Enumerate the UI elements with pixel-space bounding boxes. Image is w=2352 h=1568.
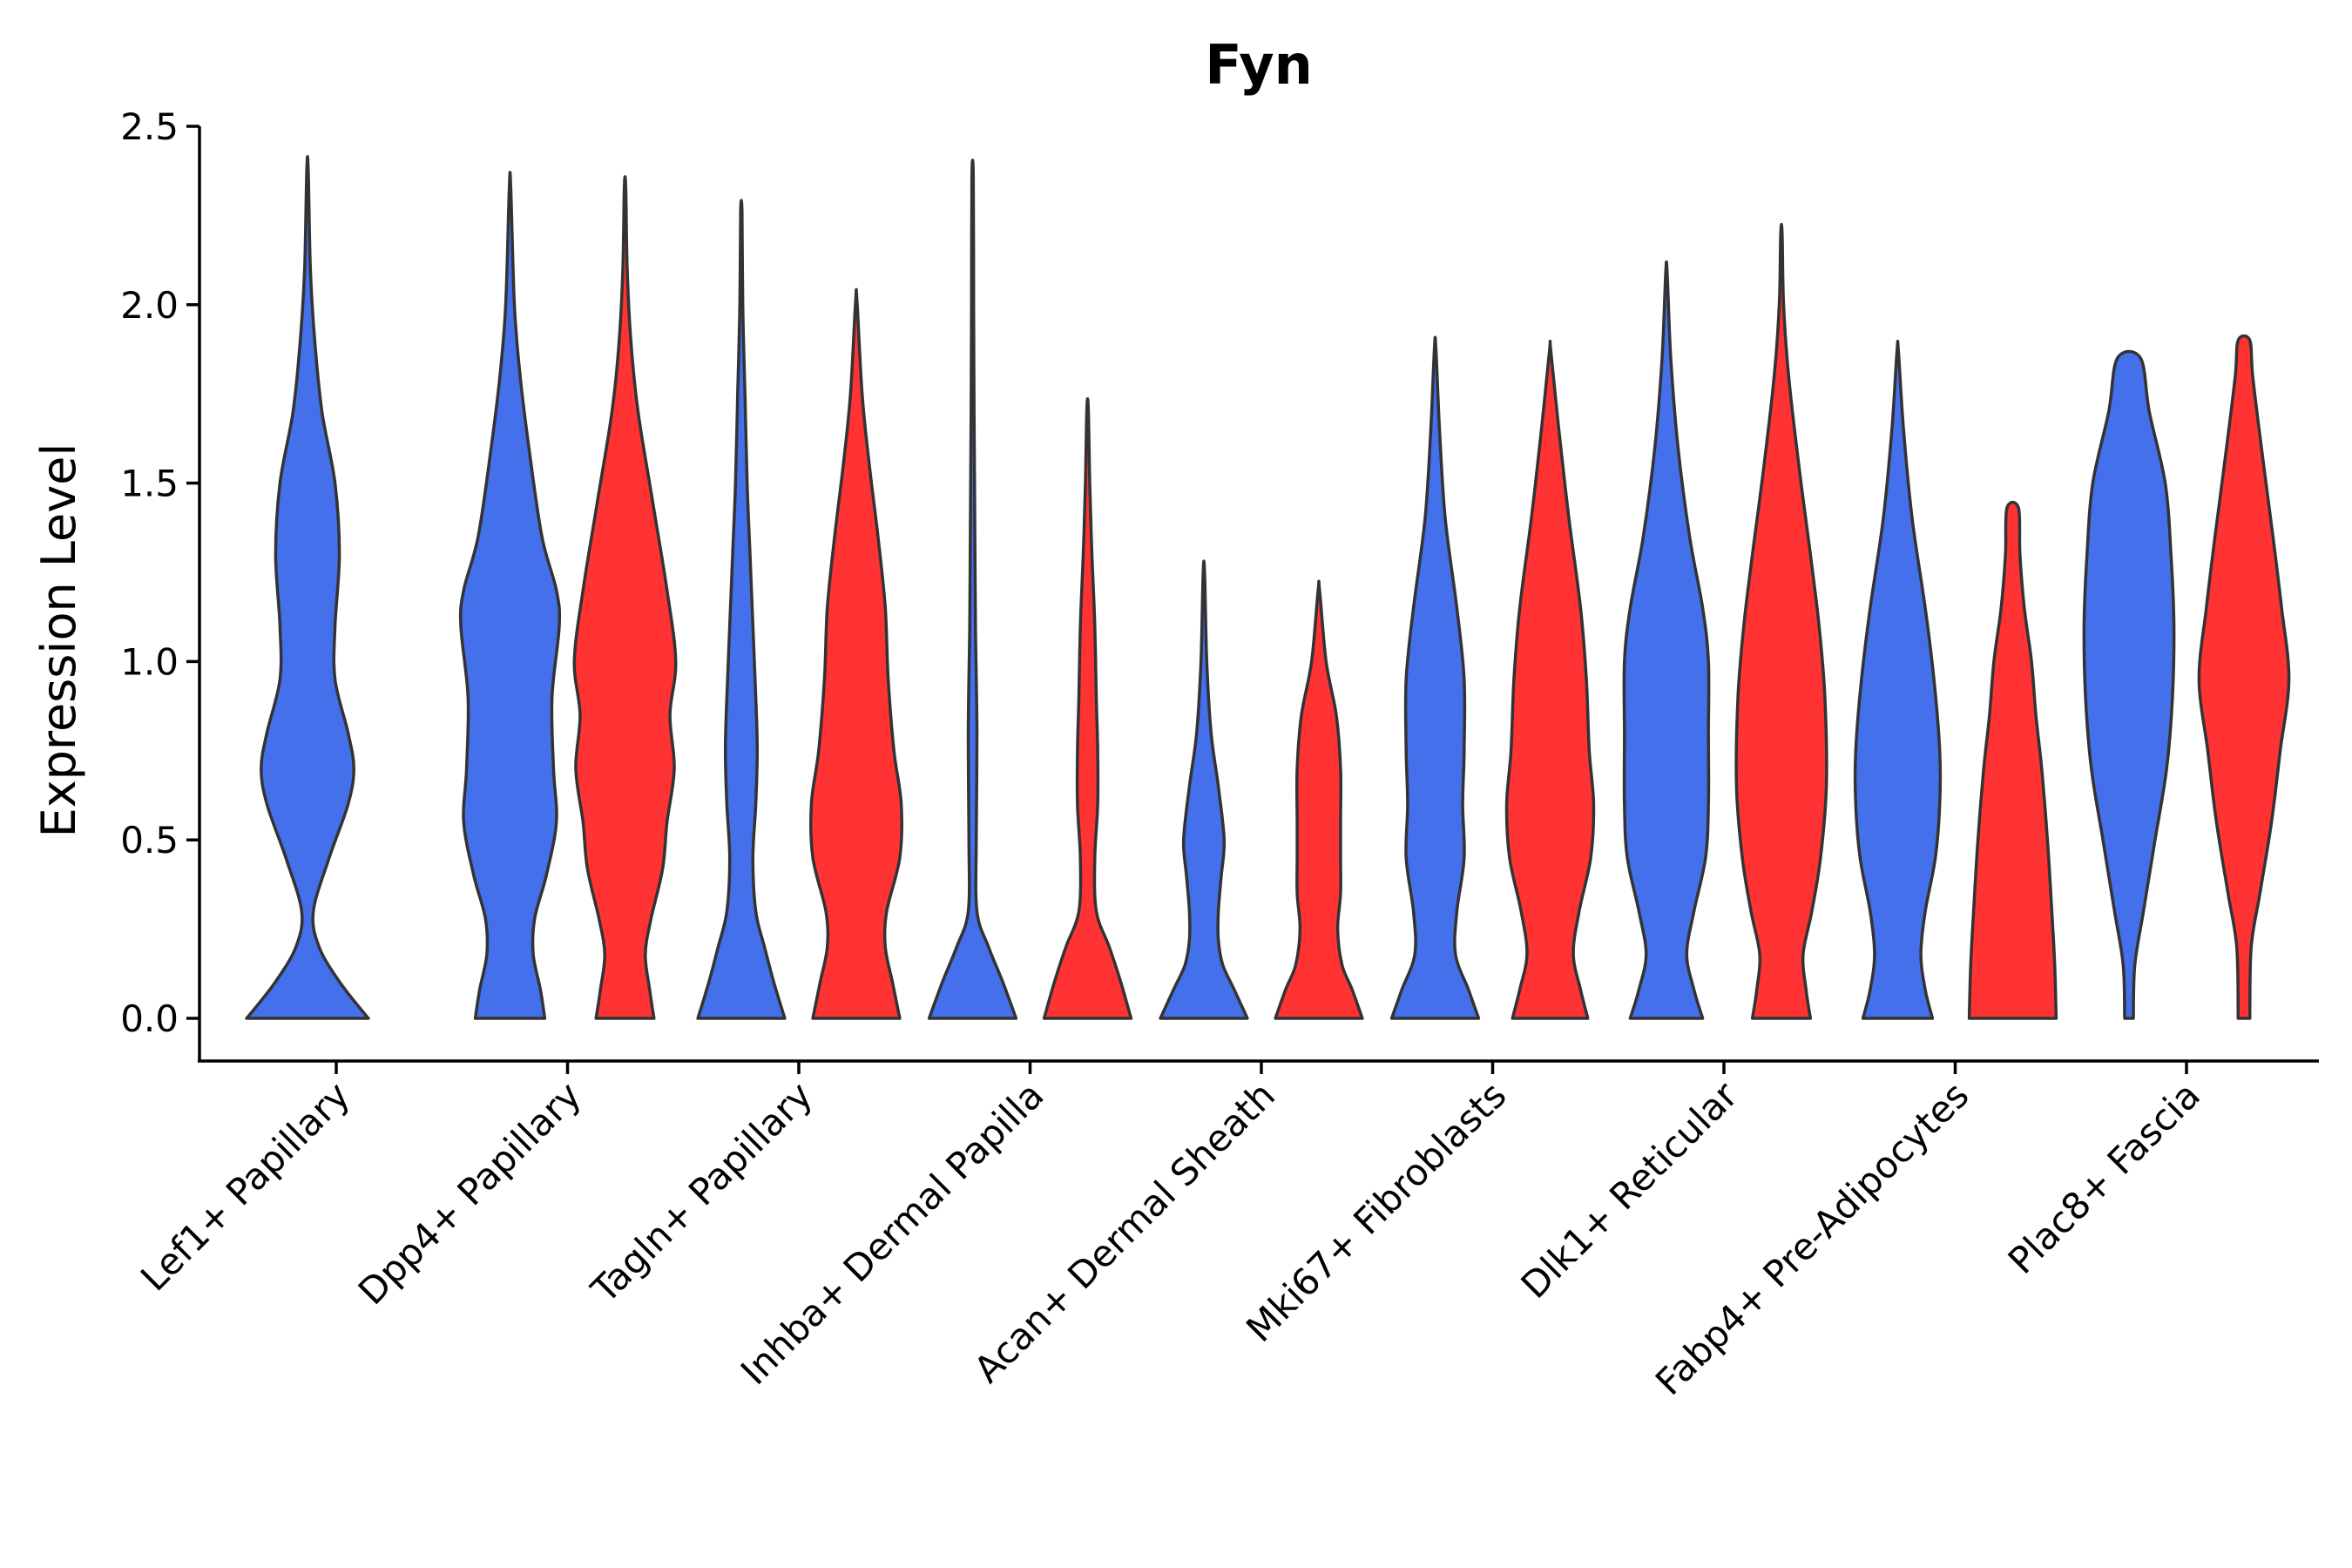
violin-blue-4 (1159, 559, 1249, 1020)
violin-red-7 (1967, 500, 2058, 1020)
x-tick-label: Lef1+ Papillary (132, 1073, 358, 1299)
violin-blue-7 (1853, 340, 1943, 1020)
violin-red-2 (808, 287, 904, 1020)
violin-red-4 (1274, 579, 1364, 1020)
y-ticks-group: 0.0 0.5 1.0 1.5 2.0 2.5 (120, 105, 199, 1040)
violin-blue-6 (1622, 260, 1711, 1020)
violin-blue-0 (245, 155, 370, 1020)
y-tick-label: 2.0 (120, 284, 179, 327)
y-tick-label: 1.0 (120, 640, 179, 683)
x-tick-label: Dlk1+ Reticular (1513, 1073, 1747, 1307)
violin-red-5 (1504, 340, 1596, 1020)
violins-group (245, 155, 2291, 1020)
x-tick-label: Plac8+ Fascia (2000, 1073, 2208, 1281)
violin-red-6 (1734, 222, 1828, 1020)
y-tick-label: 0.5 (120, 819, 179, 862)
y-axis-label: Expression Level (31, 443, 86, 838)
violin-blue-8 (2082, 349, 2176, 1020)
axes-group (198, 126, 2319, 1063)
x-tick-label: Tagln+ Papillary (583, 1073, 821, 1311)
violin-red-8 (2197, 334, 2291, 1020)
violin-red-3 (1042, 397, 1133, 1020)
y-tick-label: 1.5 (120, 463, 179, 505)
x-tick-label: Dpp4+ Papillary (350, 1073, 590, 1313)
violin-red-1 (572, 175, 678, 1020)
x-tick-label: Mki67+ Fibroblasts (1238, 1073, 1514, 1349)
violin-blue-2 (696, 199, 787, 1020)
violin-blue-5 (1389, 335, 1481, 1020)
y-tick-label: 2.5 (120, 105, 179, 148)
violin-blue-3 (927, 159, 1018, 1020)
chart-title: Fyn (1205, 33, 1313, 97)
y-tick-label: 0.0 (120, 997, 179, 1040)
violin-blue-1 (458, 170, 562, 1020)
